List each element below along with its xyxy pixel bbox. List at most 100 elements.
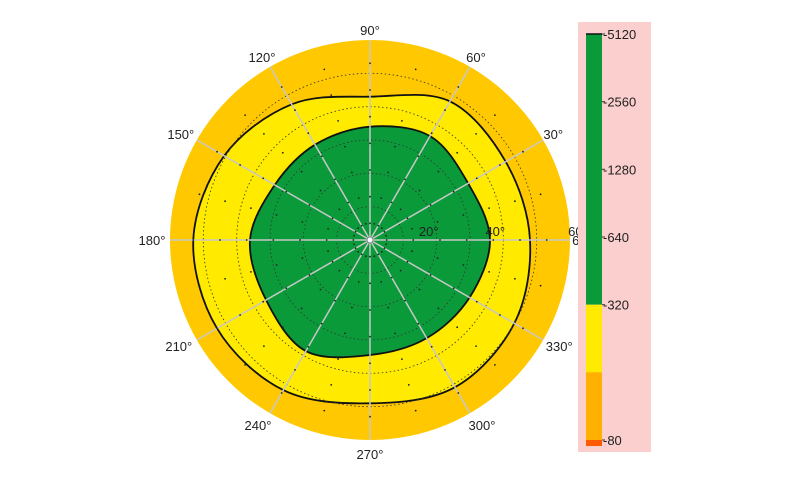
sample-point — [514, 200, 516, 203]
sample-point — [494, 364, 496, 366]
sample-point — [519, 239, 521, 241]
sample-point — [308, 274, 311, 276]
sample-point — [488, 271, 490, 273]
sample-point — [522, 150, 524, 153]
sample-point — [323, 68, 326, 71]
sample-point — [334, 299, 336, 302]
sample-point — [216, 327, 218, 330]
sample-point — [263, 345, 265, 347]
sample-point — [369, 62, 371, 65]
sample-point — [414, 68, 417, 71]
sample-point — [399, 208, 402, 211]
sample-point — [475, 300, 478, 303]
sample-point — [369, 169, 371, 171]
sample-point — [436, 221, 439, 223]
sample-point — [418, 288, 421, 291]
sample-point — [216, 150, 218, 153]
sample-point — [320, 155, 323, 158]
sample-point — [369, 309, 371, 311]
sample-point — [307, 132, 310, 135]
angular-tick-label: 210° — [165, 339, 192, 354]
sample-point — [334, 178, 336, 181]
sample-point — [377, 224, 380, 227]
angular-tick-label: 120° — [249, 50, 276, 65]
sample-point — [308, 204, 311, 206]
sample-point — [414, 409, 417, 412]
sample-point — [452, 287, 455, 290]
sample-point — [387, 306, 389, 309]
sample-point — [430, 132, 433, 135]
sample-point — [357, 227, 360, 230]
sample-point — [475, 345, 477, 347]
sample-point — [337, 358, 339, 360]
sample-point — [239, 314, 242, 316]
sample-point — [385, 239, 388, 241]
sample-point — [369, 142, 371, 145]
sample-point — [360, 253, 363, 256]
angular-tick-label: 60° — [466, 50, 486, 65]
angular-tick-label: 180° — [139, 233, 166, 248]
angular-spoke — [369, 239, 544, 341]
sample-point — [198, 284, 201, 287]
sample-point — [319, 288, 322, 291]
colorbar-label: -320 — [603, 298, 629, 313]
sample-point — [353, 234, 355, 237]
sample-point — [417, 155, 420, 158]
sample-point — [456, 151, 459, 154]
sample-point — [457, 86, 460, 88]
sample-point — [522, 327, 524, 330]
sample-point — [404, 178, 406, 181]
sample-point — [462, 214, 465, 216]
sample-point — [462, 264, 465, 266]
angular-tick-label: 270° — [357, 447, 384, 462]
sample-point — [301, 221, 304, 223]
sample-point — [325, 239, 328, 241]
sample-point — [390, 201, 393, 204]
sample-points — [192, 62, 548, 418]
radial-tick-label: 20° — [419, 224, 439, 239]
sample-point — [300, 170, 303, 173]
sample-point — [330, 384, 333, 386]
angular-tick-label: 90° — [360, 23, 380, 38]
sample-point — [351, 306, 353, 309]
angular-spoke — [369, 239, 471, 414]
sample-point — [352, 239, 355, 241]
sample-point — [494, 114, 496, 116]
sample-point — [319, 189, 322, 192]
sample-point — [404, 299, 406, 302]
angular-spoke — [369, 66, 471, 241]
sample-point — [245, 239, 248, 241]
sample-point — [301, 257, 304, 259]
sample-point — [262, 177, 265, 180]
sample-point — [307, 345, 310, 348]
sample-point — [331, 260, 334, 263]
sample-point — [344, 145, 346, 148]
sample-point — [475, 133, 477, 135]
sample-point — [353, 243, 355, 246]
sample-point — [457, 392, 460, 394]
radial-tick-label: 40° — [485, 224, 505, 239]
sample-point — [369, 255, 371, 258]
sample-point — [327, 227, 329, 230]
sample-point — [294, 109, 296, 111]
sample-point — [369, 115, 371, 118]
sample-point — [383, 247, 386, 250]
sample-point — [327, 250, 329, 253]
sample-point — [224, 200, 227, 203]
sample-point — [429, 204, 432, 206]
sample-point — [285, 190, 288, 193]
sample-point — [412, 239, 415, 241]
sample-point — [401, 120, 403, 122]
colorbar-label: -5120 — [603, 27, 636, 42]
sample-point — [369, 389, 371, 391]
colorbar-segment — [586, 237, 602, 305]
sample-point — [430, 345, 433, 348]
sample-point — [281, 151, 284, 154]
sample-point — [499, 164, 501, 166]
sample-point — [239, 164, 242, 166]
sample-point — [275, 264, 278, 266]
sample-point — [373, 223, 376, 225]
colorbar-label: -2560 — [603, 95, 636, 110]
sample-point — [344, 332, 346, 335]
colorbar-label: -80 — [603, 433, 622, 448]
